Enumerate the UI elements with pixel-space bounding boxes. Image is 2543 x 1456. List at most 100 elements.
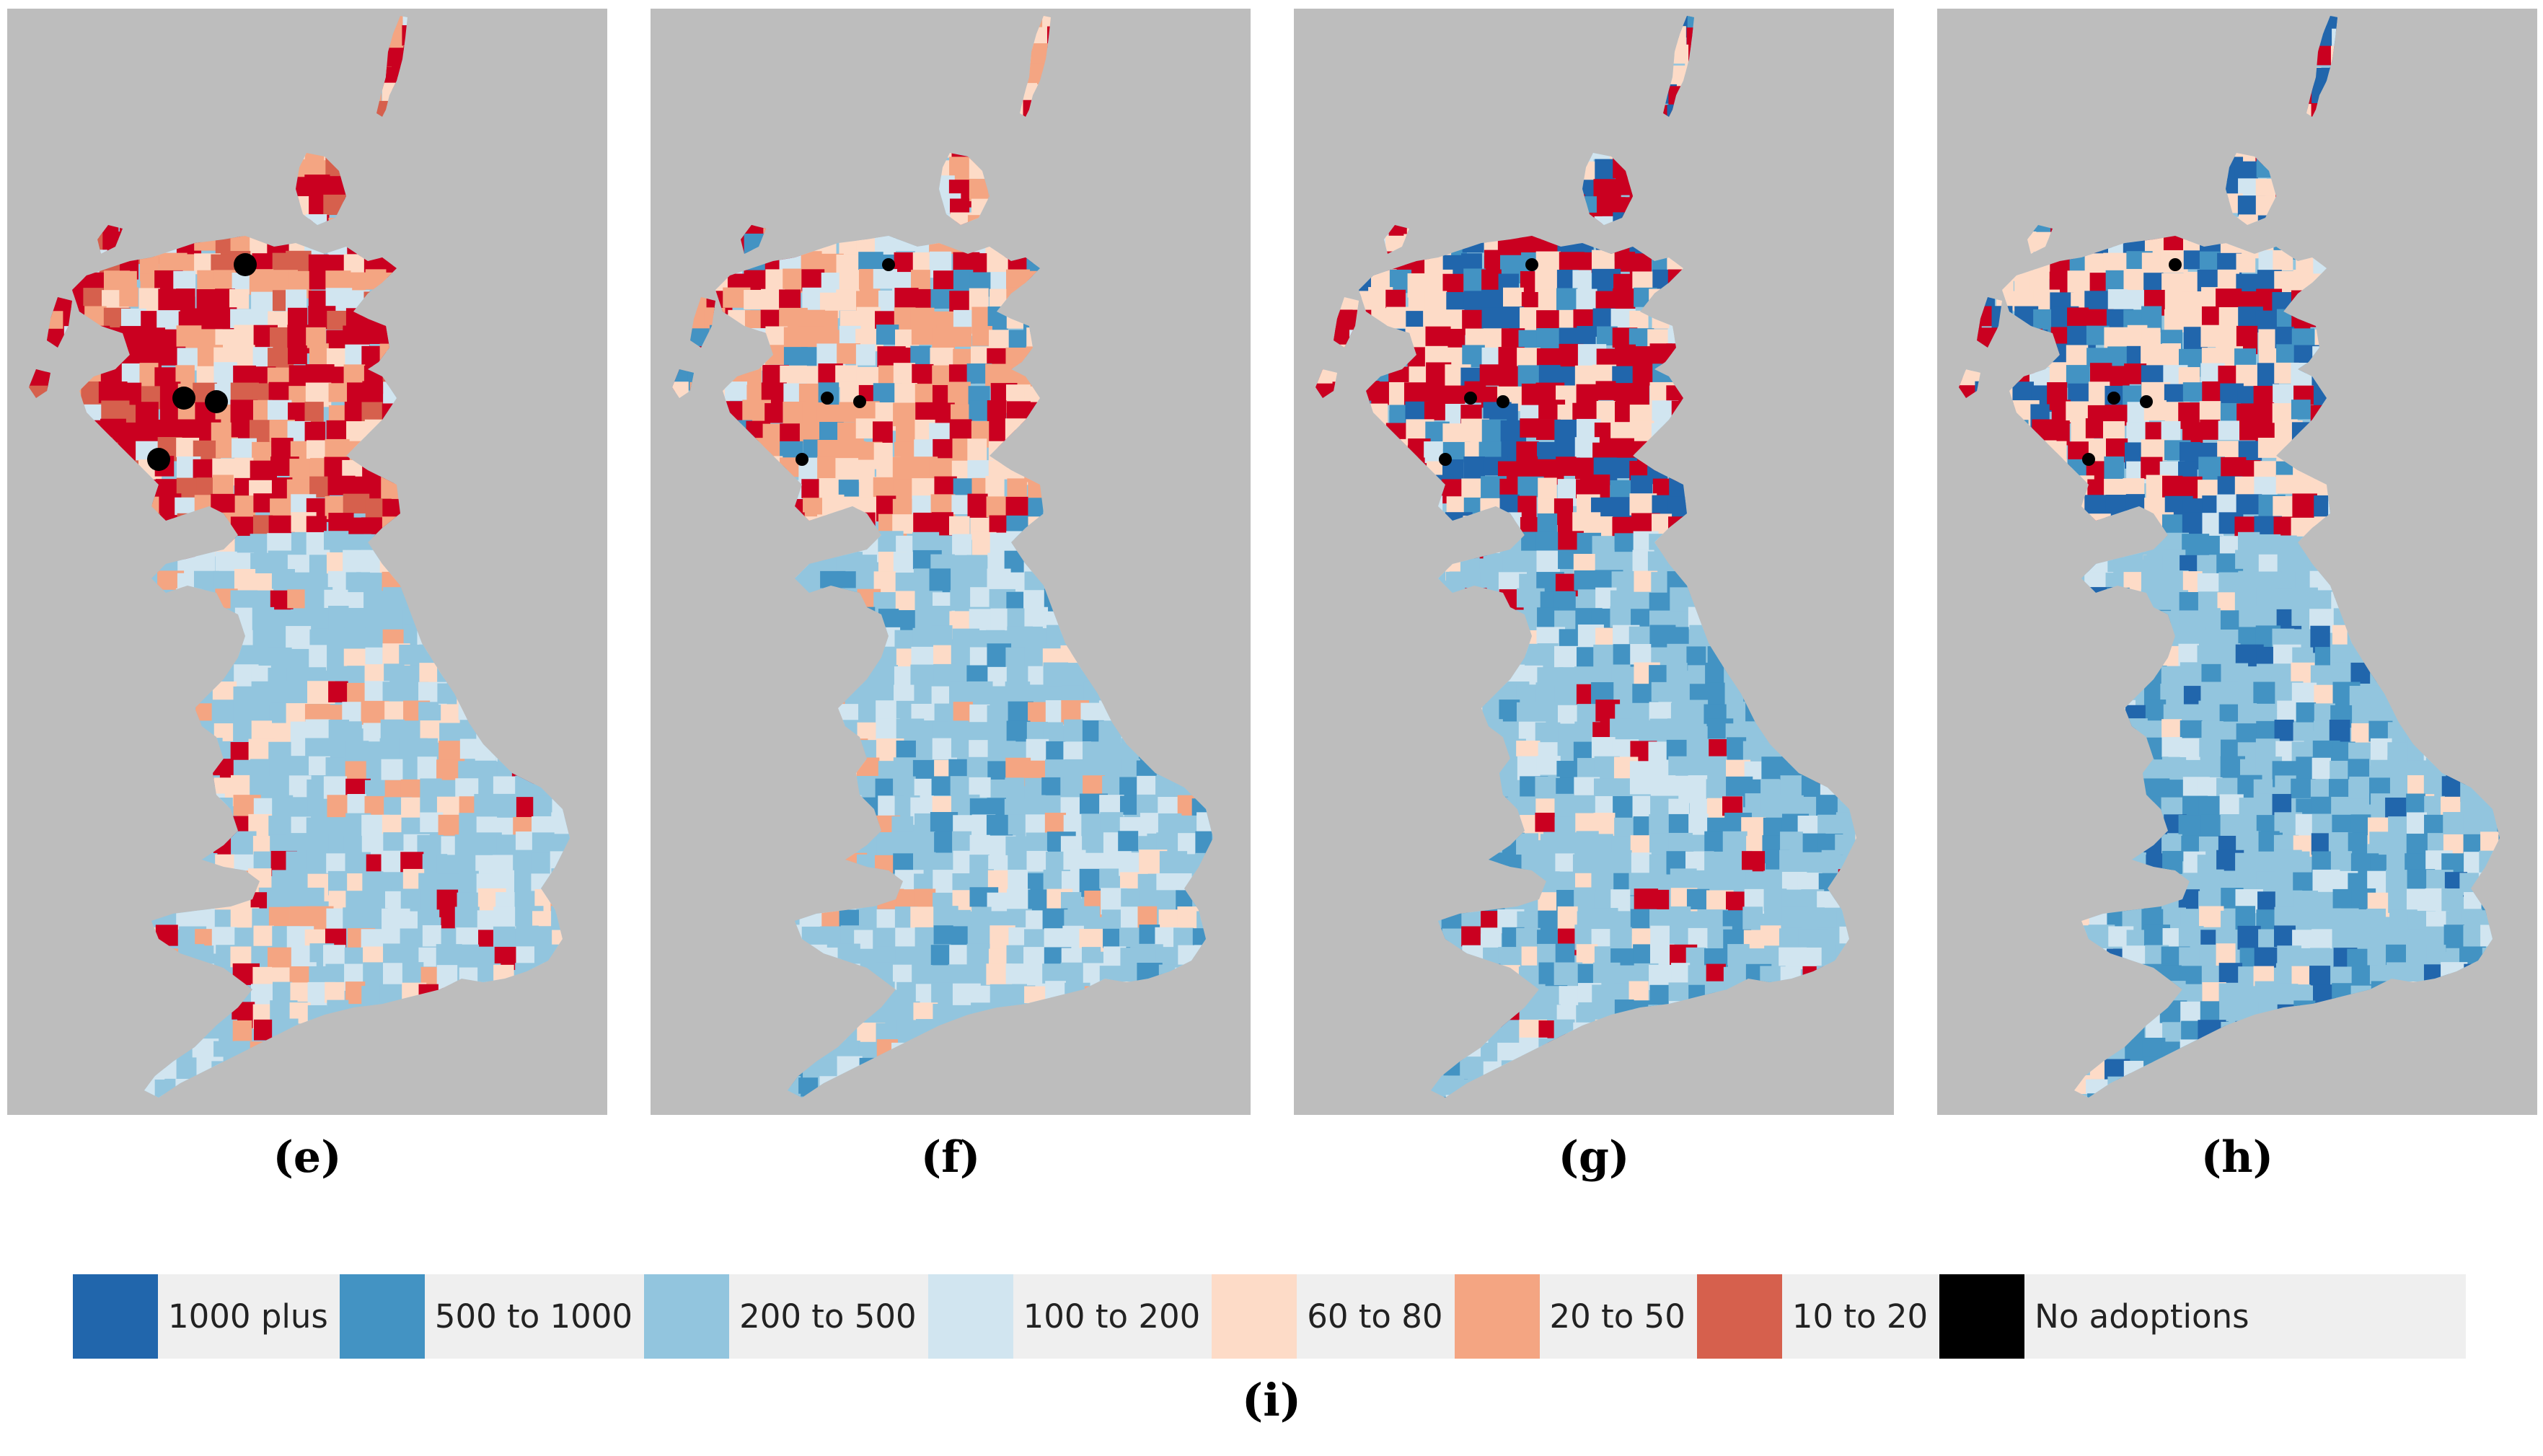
region-cell xyxy=(1406,478,1435,505)
region-cell xyxy=(1334,532,1355,556)
region-cell xyxy=(1779,234,1806,259)
region-cell xyxy=(194,889,216,909)
region-cell xyxy=(1878,105,1894,124)
region-cell xyxy=(65,516,91,542)
region-cell xyxy=(1176,102,1197,128)
region-cell xyxy=(1061,480,1087,506)
region-cell xyxy=(1704,386,1727,410)
region-cell xyxy=(1840,458,1856,482)
region-cell xyxy=(689,86,717,115)
region-cell xyxy=(267,1096,293,1098)
region-cell xyxy=(895,591,919,612)
region-cell xyxy=(533,647,562,671)
region-cell xyxy=(1859,308,1881,332)
region-cell xyxy=(1668,681,1692,703)
region-cell xyxy=(837,943,860,971)
region-cell xyxy=(587,609,607,635)
region-cell xyxy=(45,834,74,857)
region-cell xyxy=(1367,684,1391,710)
region-cell xyxy=(1817,363,1838,383)
region-cell xyxy=(1294,156,1313,175)
region-cell xyxy=(1760,647,1782,668)
region-cell xyxy=(1764,122,1785,151)
region-cell xyxy=(45,16,73,31)
region-cell xyxy=(1315,288,1337,310)
region-cell xyxy=(211,180,239,209)
region-cell xyxy=(876,105,902,125)
region-cell xyxy=(381,475,404,502)
region-cell xyxy=(1215,873,1235,892)
region-cell xyxy=(1462,345,1485,368)
region-cell xyxy=(1685,364,1711,388)
region-cell xyxy=(672,459,676,485)
region-cell xyxy=(1558,194,1585,223)
region-cell xyxy=(728,327,753,352)
region-cell xyxy=(672,198,696,219)
region-cell xyxy=(344,1077,366,1098)
region-cell xyxy=(365,269,387,290)
region-cell xyxy=(1687,325,1709,353)
region-cell xyxy=(1556,161,1577,183)
region-cell xyxy=(1685,381,1711,404)
region-cell xyxy=(63,495,90,523)
region-cell xyxy=(1724,630,1750,658)
region-cell xyxy=(1121,386,1147,410)
region-cell xyxy=(1782,16,1809,34)
region-cell xyxy=(1877,307,1894,330)
region-cell xyxy=(1230,1077,1251,1105)
region-cell xyxy=(859,1057,881,1077)
region-cell xyxy=(725,48,746,70)
region-cell xyxy=(158,738,185,762)
region-cells xyxy=(1294,16,1894,1098)
region-cell xyxy=(651,1000,670,1021)
region-cell xyxy=(213,834,234,855)
region-cell xyxy=(66,683,87,707)
region-cell xyxy=(1331,29,1352,50)
region-cell xyxy=(1315,402,1331,429)
region-cell xyxy=(1798,533,1827,559)
region-cell xyxy=(1874,273,1894,301)
region-cell xyxy=(81,532,110,552)
region-cell xyxy=(1854,216,1856,244)
region-cell xyxy=(1483,45,1504,70)
region-cell xyxy=(1159,1056,1186,1076)
region-cell xyxy=(1315,498,1319,524)
region-cell xyxy=(1315,591,1343,619)
region-cell xyxy=(43,663,69,689)
region-cell xyxy=(589,514,607,536)
region-cell xyxy=(893,776,916,796)
region-cell xyxy=(764,850,793,876)
region-cell xyxy=(1575,123,1599,149)
region-cell xyxy=(1838,405,1856,427)
region-cell xyxy=(1685,216,1709,246)
region-cell xyxy=(474,363,503,385)
region-cell xyxy=(687,665,708,694)
region-cell xyxy=(62,719,85,741)
region-cell xyxy=(1761,198,1790,226)
region-cell xyxy=(64,553,91,579)
region-cell xyxy=(496,627,519,647)
region-cell xyxy=(745,1080,766,1098)
region-cell xyxy=(474,156,496,180)
region-cell xyxy=(1046,48,1069,71)
region-cell xyxy=(196,852,218,873)
region-cell xyxy=(1746,325,1775,347)
region-cell xyxy=(1064,122,1089,143)
region-cell xyxy=(1763,402,1783,428)
region-cell xyxy=(1441,159,1463,182)
region-cell xyxy=(1424,401,1448,420)
region-cell xyxy=(118,943,147,971)
region-cell xyxy=(1116,214,1140,240)
region-cell xyxy=(1349,178,1370,200)
region-cell xyxy=(1045,273,1070,300)
region-cell xyxy=(798,738,827,767)
region-cell xyxy=(571,644,594,663)
region-cell xyxy=(1577,25,1600,45)
region-cell xyxy=(672,945,698,970)
region-cell xyxy=(1817,609,1846,628)
region-cell xyxy=(819,835,847,862)
region-cell xyxy=(417,550,438,576)
region-cell xyxy=(1405,16,1428,30)
region-cell xyxy=(571,160,591,182)
region-cell xyxy=(1230,477,1250,503)
